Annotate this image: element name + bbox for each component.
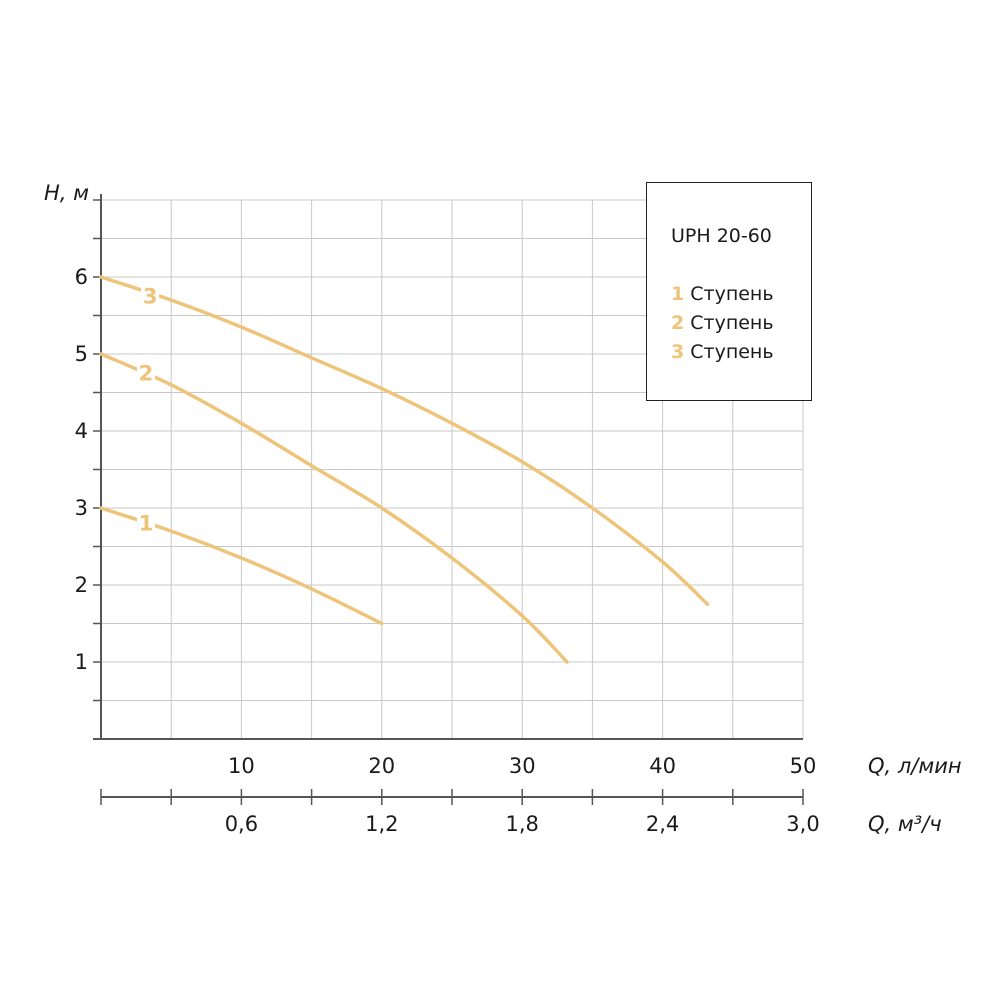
series-label-bg (141, 284, 160, 307)
legend-item-label: Ступень (690, 283, 774, 305)
legend-item-number: 3 (671, 341, 685, 363)
legend-item-number: 1 (671, 283, 685, 305)
legend-item-number: 2 (671, 312, 685, 334)
tick-labels: 1 2 3 4 5 6 10 20 30 40 50 0,6 1,2 1,8 2,4 3,0 (75, 265, 820, 836)
x2-tick-label: 3,0 (786, 812, 819, 836)
legend-item-label: Ступень (690, 341, 774, 363)
series-line-3 (99, 275, 710, 607)
series-label-1: 1 (139, 511, 154, 535)
x-tick-label: 30 (509, 754, 536, 778)
series-label-3: 3 (143, 284, 158, 308)
x2-tick-label: 2,4 (646, 812, 679, 836)
y-tick-label: 6 (75, 265, 88, 289)
legend-title: UPH 20-60 (671, 225, 772, 247)
x2-tick-label: 1,8 (505, 812, 538, 836)
x2-tick-label: 1,2 (365, 812, 398, 836)
y-tick-label: 1 (75, 650, 88, 674)
x-tick-label: 40 (649, 754, 676, 778)
series-line-2 (99, 352, 569, 664)
series-label-bg (136, 361, 155, 384)
x2-tick-label: 0,6 (225, 812, 258, 836)
y-tick-label: 5 (75, 342, 88, 366)
series: 1 2 3 (99, 275, 710, 664)
x-tick-label: 10 (228, 754, 255, 778)
x2-axis-title: Q, м³/ч (868, 812, 942, 836)
legend-item-label: Ступень (690, 312, 774, 334)
y-axis-title: H, м (44, 181, 89, 205)
legend-item: 1 Ступень (671, 283, 774, 305)
y-tick-label: 2 (75, 573, 88, 597)
y-tick-label: 3 (75, 496, 88, 520)
legend-item: 2 Ступень (671, 312, 774, 334)
series-label-bg (136, 511, 155, 534)
series-label-2: 2 (139, 361, 154, 385)
legend-item: 3 Ступень (671, 341, 774, 363)
x-axis-title: Q, л/мин (868, 754, 962, 778)
legend: UPH 20-60 1 Ступень 2 Ступень 3 Ступень (646, 182, 812, 401)
x-tick-label: 50 (790, 754, 817, 778)
y-tick-label: 4 (75, 419, 88, 443)
x-tick-label: 20 (368, 754, 395, 778)
